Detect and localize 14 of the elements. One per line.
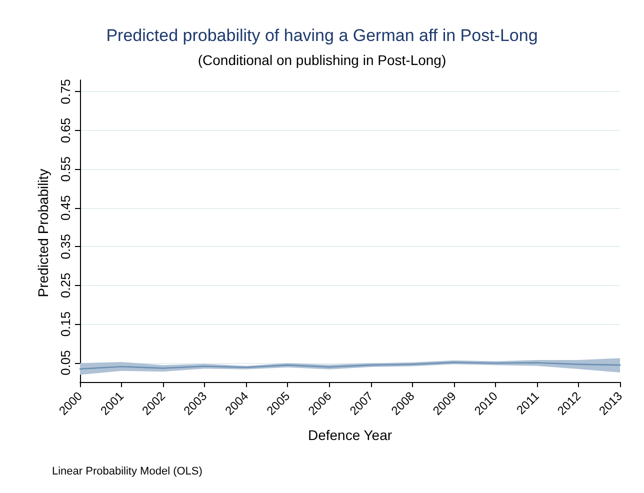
y-tick-label: 0.05	[58, 350, 73, 376]
chart-subtitle: (Conditional on publishing in Post-Long)	[198, 52, 446, 68]
y-axis-title: Predicted Probability	[35, 168, 51, 298]
y-tick-label: 0.45	[58, 195, 73, 220]
y-tick-label: 0.55	[58, 156, 73, 182]
line-series	[79, 362, 621, 370]
x-axis-title: Defence Year	[308, 427, 392, 443]
y-tick-label: 0.25	[58, 272, 73, 298]
y-tick-label: 0.65	[58, 118, 73, 144]
y-tick-label: 0.75	[58, 78, 73, 104]
y-tick-label: 0.15	[58, 311, 73, 337]
y-tick-label: 0.35	[58, 234, 73, 260]
chart-title: Predicted probability of having a German aff in Post-Long	[106, 26, 538, 45]
text: Linear Probability Model (OLS)	[52, 466, 202, 478]
